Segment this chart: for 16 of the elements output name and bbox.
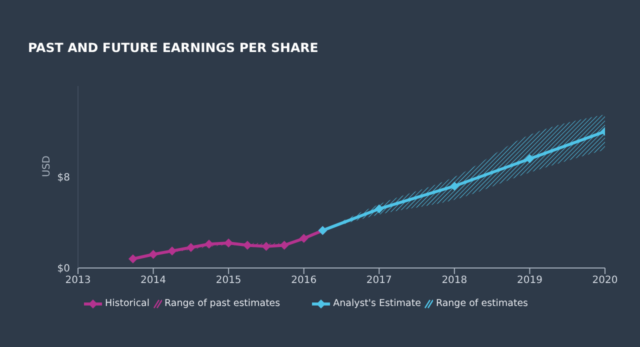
x-tick-label: 2015 xyxy=(216,275,242,286)
x-tick-label: 2014 xyxy=(140,275,166,286)
x-tick-label: 2019 xyxy=(516,275,542,286)
y-tick-label: $8 xyxy=(57,172,70,184)
text: Range of past estimates xyxy=(164,298,280,309)
text: Range of estimates xyxy=(436,298,528,309)
x-tick-label: 2017 xyxy=(366,275,392,286)
x-tick-label: 2013 xyxy=(65,275,91,286)
x-tick-label: 2018 xyxy=(442,275,468,286)
y-axis-title: USD xyxy=(42,155,53,177)
chart-title: PAST AND FUTURE EARNINGS PER SHARE xyxy=(28,40,318,55)
legend-label: Historical xyxy=(105,298,150,309)
x-tick-label: 2016 xyxy=(291,275,317,286)
y-tick-label: $0 xyxy=(57,264,70,275)
x-tick-label: 2020 xyxy=(592,275,618,286)
legend-label: Analyst's Estimate xyxy=(333,298,421,309)
